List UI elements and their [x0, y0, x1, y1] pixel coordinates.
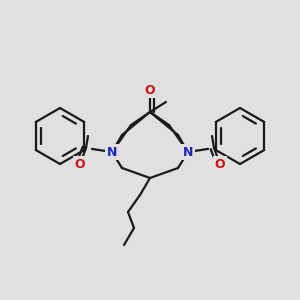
Text: N: N — [107, 146, 117, 158]
Text: O: O — [145, 83, 155, 97]
Text: O: O — [75, 158, 85, 170]
Text: N: N — [183, 146, 193, 158]
Text: O: O — [215, 158, 225, 170]
